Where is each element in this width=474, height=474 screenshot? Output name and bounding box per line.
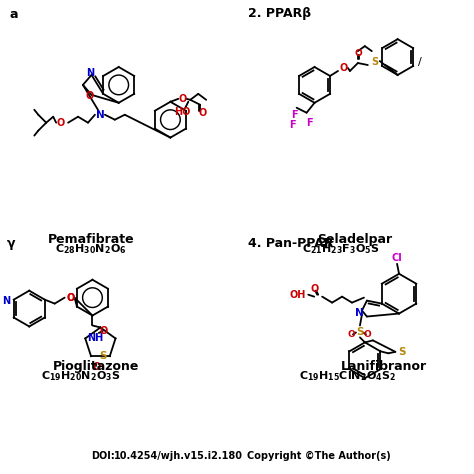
Text: F: F <box>292 109 298 120</box>
Text: Pemafibrate: Pemafibrate <box>47 233 134 246</box>
Text: O: O <box>340 63 348 73</box>
Text: $\mathbf{C_{19}H_{15}ClN_2O_4S_2}$: $\mathbf{C_{19}H_{15}ClN_2O_4S_2}$ <box>299 369 396 383</box>
Text: OH: OH <box>290 290 306 300</box>
Text: Pioglitazone: Pioglitazone <box>53 360 139 373</box>
Text: Copyright ©The Author(s): Copyright ©The Author(s) <box>247 451 391 461</box>
Text: F: F <box>306 118 313 128</box>
Text: O: O <box>66 292 75 302</box>
Text: /: / <box>418 57 421 67</box>
Text: S: S <box>356 328 364 337</box>
Text: $\mathbf{C_{28}H_{30}N_2O_6}$: $\mathbf{C_{28}H_{30}N_2O_6}$ <box>55 242 127 256</box>
Text: N: N <box>86 68 95 78</box>
Text: 10.4254/wjh.v15.i2.180: 10.4254/wjh.v15.i2.180 <box>114 451 243 461</box>
Text: a: a <box>9 9 18 21</box>
Text: O: O <box>92 362 100 372</box>
Text: O: O <box>178 94 186 104</box>
Text: $\mathbf{C_{21}H_{23}F_3O_5S}$: $\mathbf{C_{21}H_{23}F_3O_5S}$ <box>302 242 380 256</box>
Text: S: S <box>398 347 406 357</box>
Text: O: O <box>56 118 64 128</box>
Text: Seladelpar: Seladelpar <box>317 233 392 246</box>
Text: O: O <box>310 284 319 294</box>
Text: O: O <box>363 330 371 339</box>
Text: 2. PPARβ: 2. PPARβ <box>248 8 311 20</box>
Text: O: O <box>354 49 362 57</box>
Text: F: F <box>289 119 296 130</box>
Text: O: O <box>198 108 206 118</box>
Text: Lanifibranor: Lanifibranor <box>341 360 427 373</box>
Text: S: S <box>371 57 378 67</box>
Text: S: S <box>99 351 107 361</box>
Text: DOI:: DOI: <box>91 451 115 461</box>
Text: Cl: Cl <box>392 253 402 263</box>
Text: 4. Pan-PPAR: 4. Pan-PPAR <box>248 237 333 250</box>
Text: N: N <box>96 109 104 120</box>
Text: N: N <box>2 296 10 306</box>
Text: O: O <box>100 326 108 336</box>
Text: NH: NH <box>87 333 103 344</box>
Text: $\mathbf{C_{19}H_{20}N_2O_3S}$: $\mathbf{C_{19}H_{20}N_2O_3S}$ <box>41 369 121 383</box>
Text: O: O <box>85 91 94 101</box>
Text: HO: HO <box>174 107 191 117</box>
Text: O: O <box>66 292 75 302</box>
Text: γ: γ <box>6 237 15 250</box>
Text: N: N <box>355 308 364 318</box>
Text: O: O <box>347 330 355 339</box>
